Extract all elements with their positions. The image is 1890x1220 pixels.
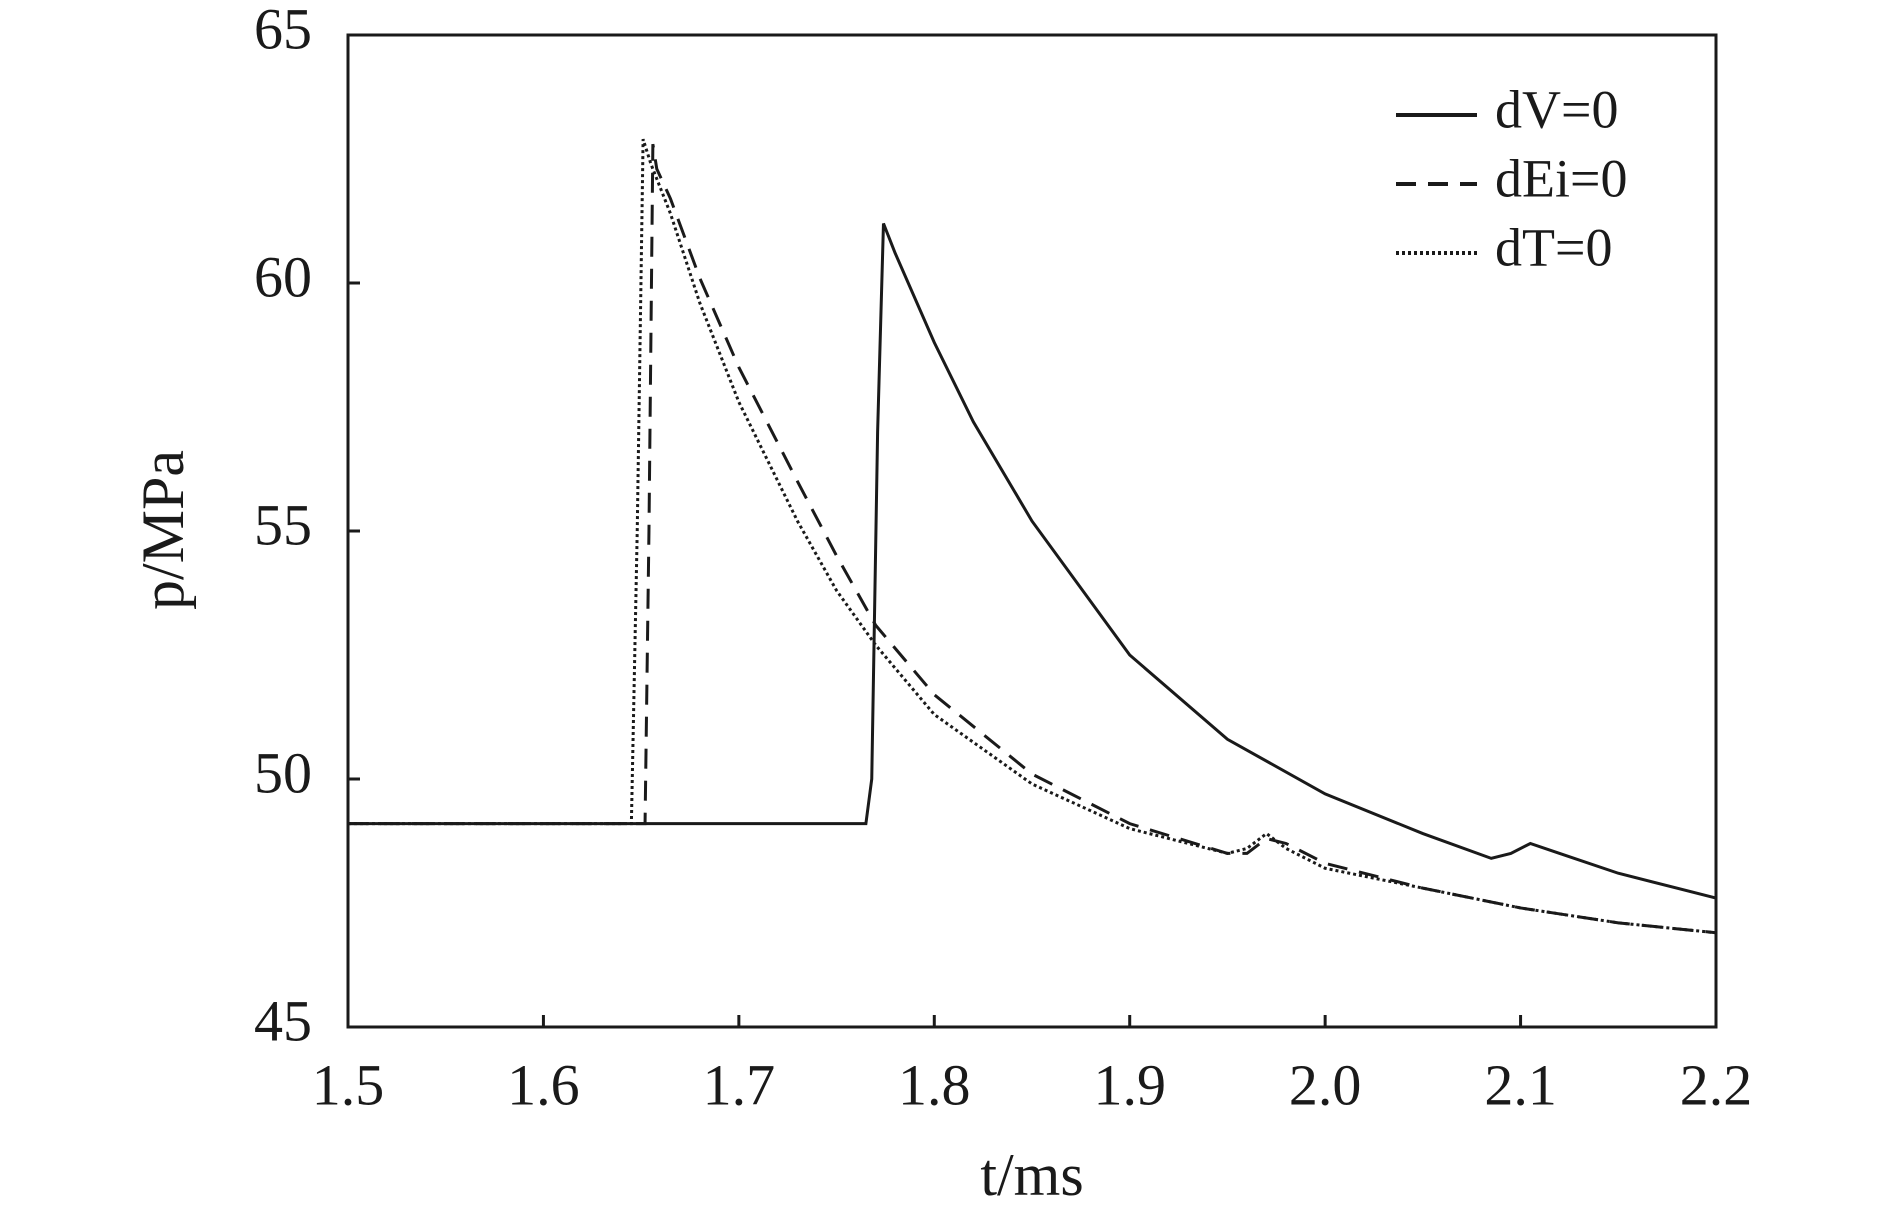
x-tick-label: 1.5 [312, 1052, 385, 1117]
x-tick-label: 1.7 [703, 1052, 776, 1117]
x-tick-label: 1.9 [1093, 1052, 1166, 1117]
x-tick-label: 1.6 [507, 1052, 580, 1117]
x-tick-label: 1.8 [898, 1052, 971, 1117]
x-axis-label: t/ms [980, 1142, 1083, 1208]
x-tick-label: 2.0 [1289, 1052, 1362, 1117]
x-tick-label: 2.1 [1484, 1052, 1557, 1117]
y-tick-label: 50 [254, 740, 312, 805]
legend-label: dV=0 [1495, 79, 1618, 139]
y-axis-label: p/MPa [130, 450, 196, 610]
legend-label: dT=0 [1495, 217, 1612, 277]
data-line [348, 222, 1717, 900]
y-tick-label: 55 [254, 492, 312, 557]
legend-label: dEi=0 [1495, 148, 1627, 208]
data-line [348, 138, 1717, 935]
y-tick-label: 60 [254, 244, 312, 309]
y-tick-label: 45 [254, 988, 312, 1053]
x-tick-label: 2.2 [1680, 1052, 1753, 1117]
y-tick-label: 65 [254, 0, 312, 61]
data-line [348, 143, 1717, 935]
